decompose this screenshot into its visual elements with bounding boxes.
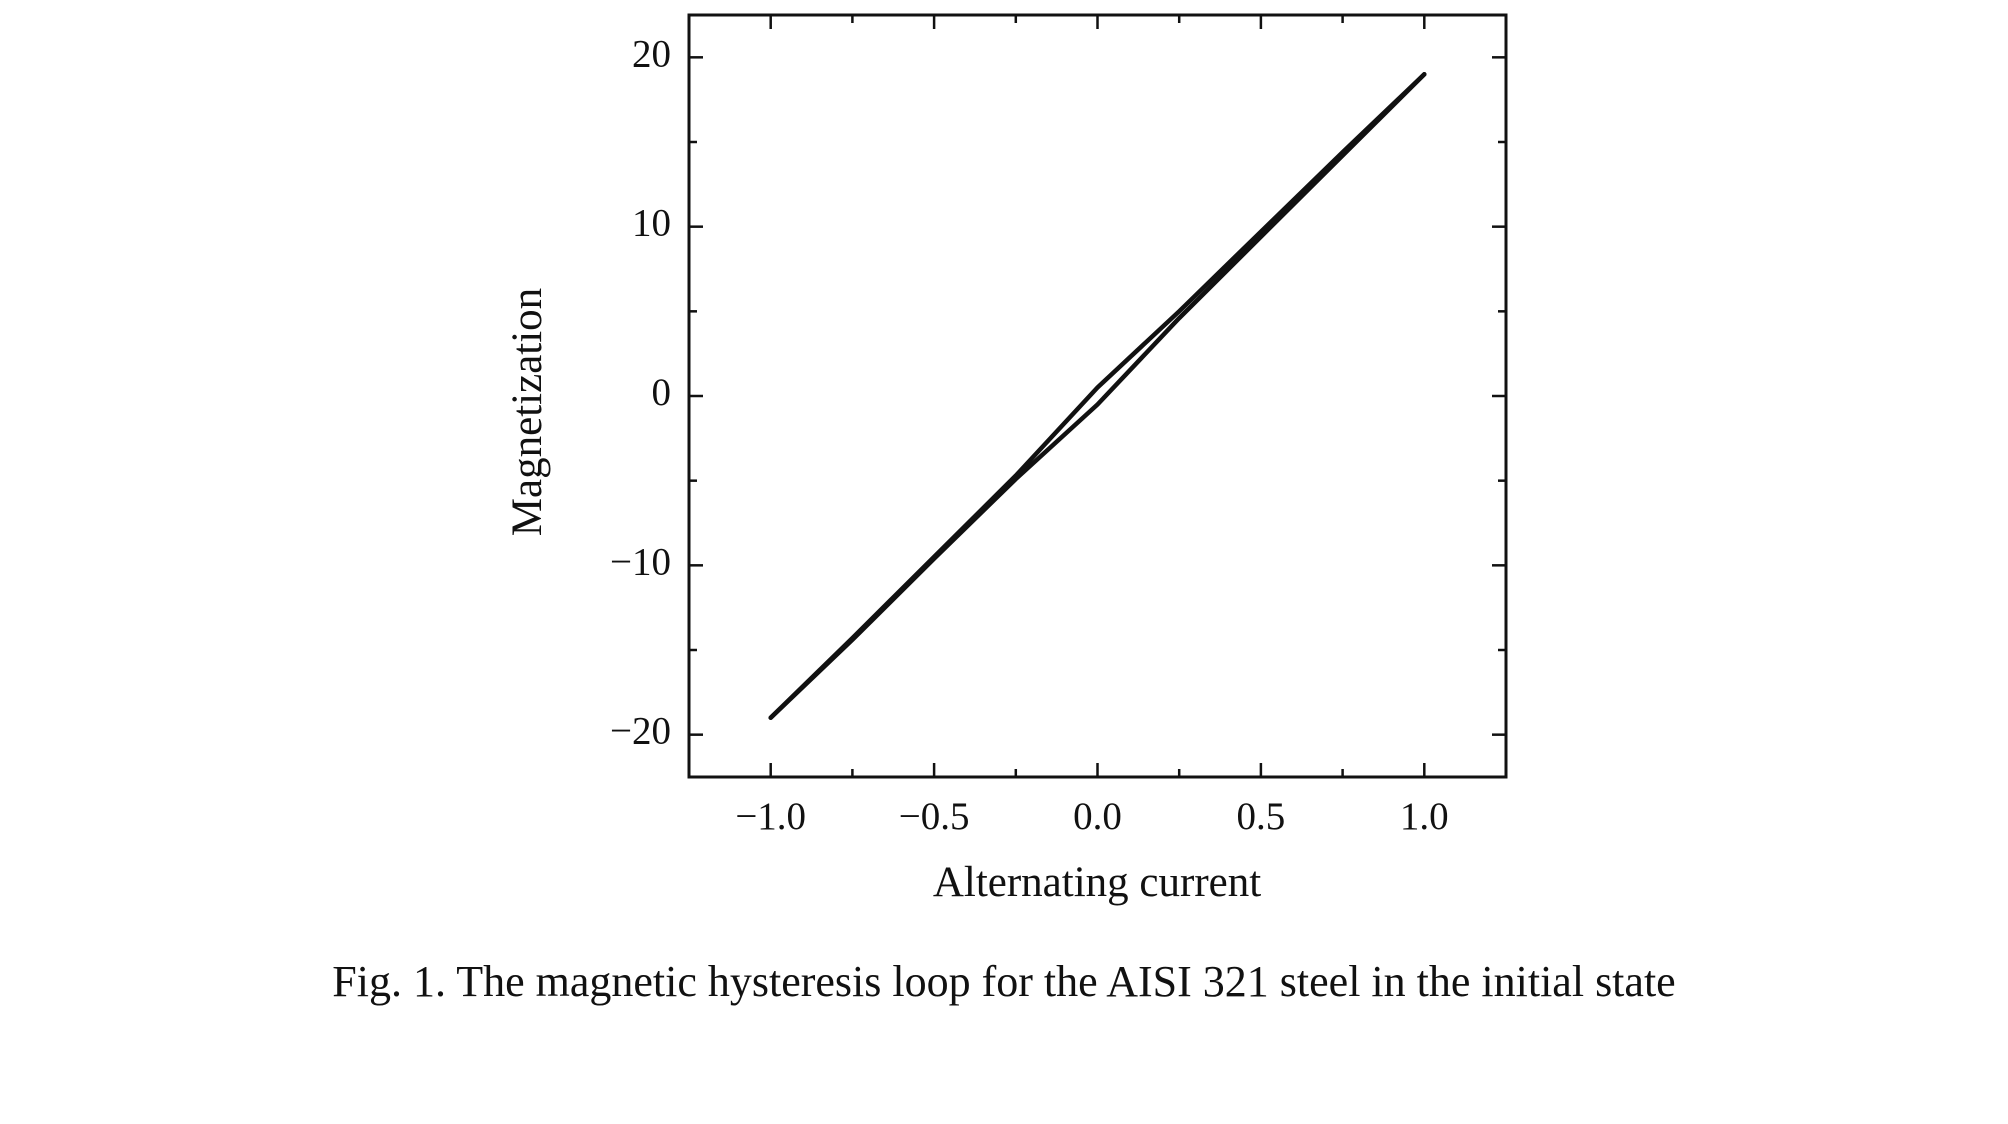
y-tick-label: 20 <box>632 32 671 75</box>
y-axis-title: Magnetization <box>504 288 551 536</box>
plot-frame <box>687 13 1508 779</box>
y-tick-label: −10 <box>610 540 671 583</box>
x-tick-label: −1.0 <box>735 795 806 838</box>
y-tick-label: 0 <box>652 371 672 414</box>
x-axis-title: Alternating current <box>933 859 1261 906</box>
x-tick-label: 0.0 <box>1073 795 1122 838</box>
data-line <box>768 72 1427 720</box>
caption: Fig. 1. The magnetic hysteresis loop for… <box>332 957 1675 1006</box>
x-tick-label: 0.5 <box>1237 795 1286 838</box>
x-tick-label: −0.5 <box>899 795 970 838</box>
y-tick-label: 10 <box>632 202 671 245</box>
x-tick-label: 1.0 <box>1400 795 1449 838</box>
y-tick-label: −20 <box>610 710 671 753</box>
